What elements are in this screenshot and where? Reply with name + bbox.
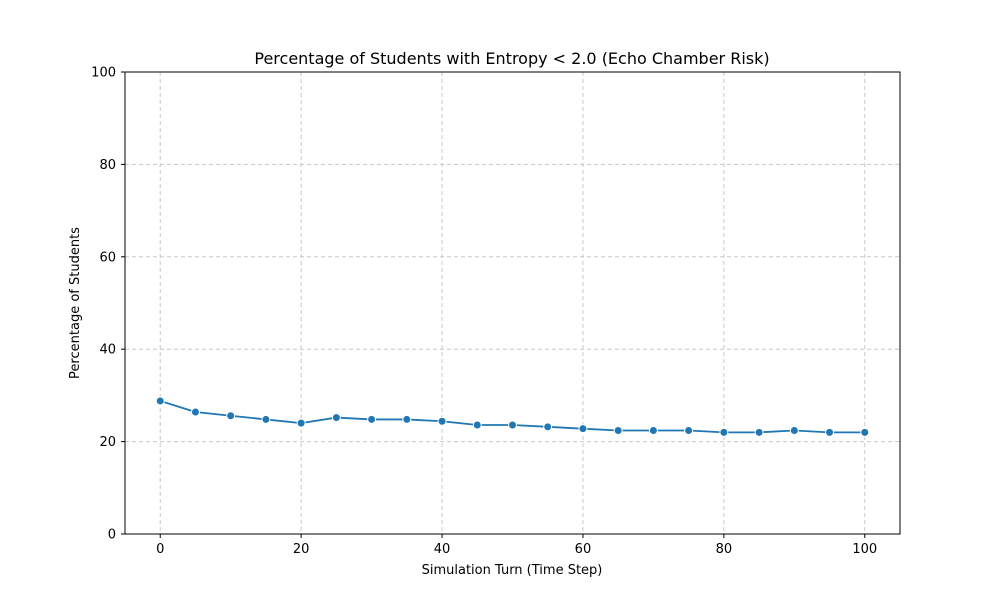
data-point — [226, 411, 236, 421]
x-tick-label: 0 — [156, 542, 164, 557]
plot-frame — [124, 71, 901, 535]
data-point — [789, 426, 799, 436]
x-tick-label: 60 — [575, 542, 592, 557]
x-tick-label: 40 — [434, 542, 451, 557]
data-point — [543, 422, 553, 432]
data-point — [437, 416, 447, 426]
data-point — [508, 420, 517, 430]
data-point — [860, 427, 870, 437]
data-point — [578, 424, 588, 434]
data-point — [367, 414, 377, 424]
x-tick-label: 100 — [852, 542, 877, 557]
data-point — [825, 427, 835, 437]
data-point — [754, 427, 764, 437]
y-tick-label: 20 — [99, 435, 116, 450]
x-axis: 0 20 40 60 80 100 — [156, 534, 877, 557]
x-tick-label: 80 — [716, 542, 733, 557]
data-point — [331, 413, 341, 423]
y-tick-label: 80 — [99, 158, 116, 173]
data-point — [613, 426, 623, 436]
x-tick-label: 20 — [293, 542, 310, 557]
chart-title: Percentage of Students with Entropy < 2.… — [254, 49, 769, 68]
data-point — [472, 420, 482, 430]
data-point — [261, 414, 271, 424]
y-axis: 0 20 40 60 80 100 — [91, 66, 125, 543]
y-axis-label: Percentage of Students — [68, 227, 83, 379]
data-point — [402, 414, 412, 424]
data-point — [155, 396, 165, 406]
y-tick-label: 40 — [99, 343, 116, 358]
data-point — [684, 426, 694, 436]
y-tick-label: 60 — [99, 250, 116, 265]
data-point — [296, 418, 306, 428]
data-point — [648, 426, 658, 436]
data-point — [719, 427, 729, 437]
data-point — [190, 407, 200, 417]
series-group — [155, 396, 870, 437]
y-tick-label: 0 — [108, 528, 116, 543]
grid — [125, 71, 900, 535]
x-axis-label: Simulation Turn (Time Step) — [422, 563, 603, 578]
y-tick-label: 100 — [91, 66, 116, 81]
